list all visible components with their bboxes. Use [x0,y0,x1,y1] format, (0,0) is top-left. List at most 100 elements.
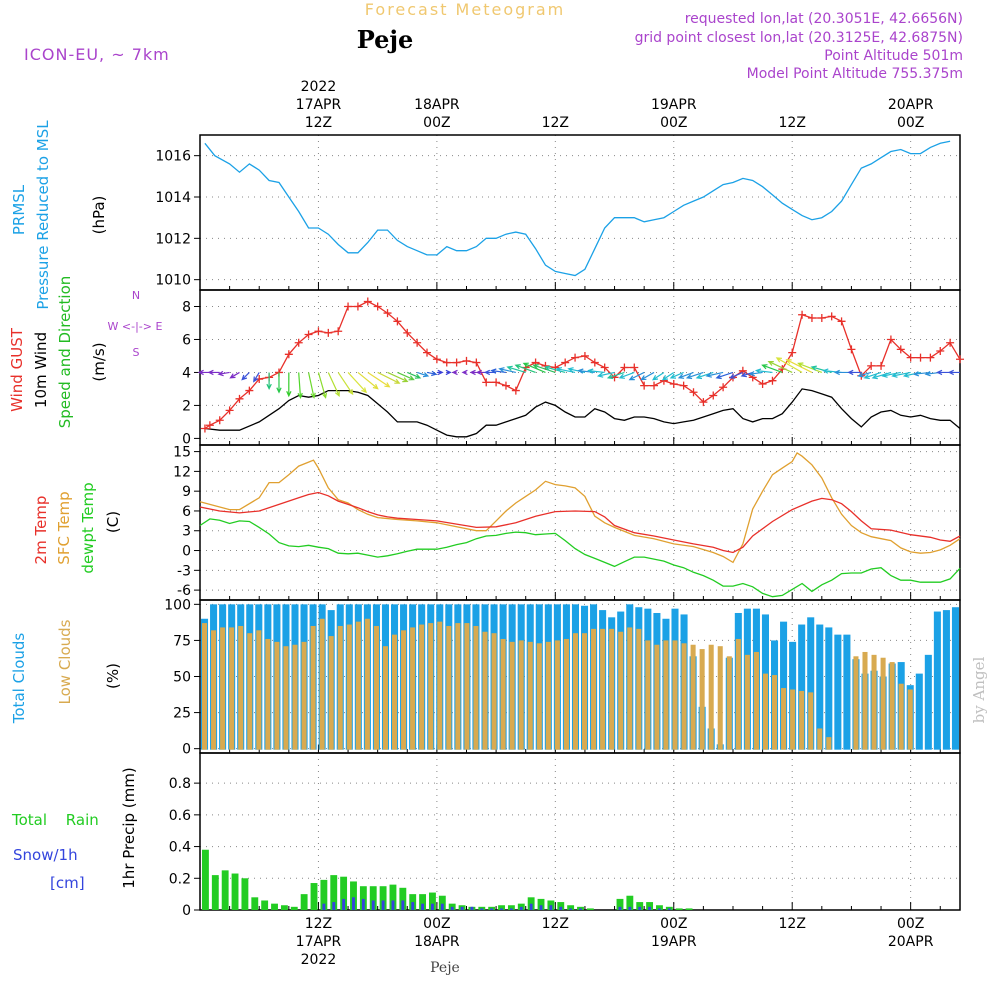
total-cloud-bar [942,610,950,750]
gust-marker [620,363,629,372]
wind-direction-arrow [266,372,272,390]
wind-direction-arrow [661,371,675,381]
wind-unit: (m/s) [90,342,108,381]
gust-marker [205,421,214,430]
wind-direction-arrow [947,369,961,376]
low-cloud-bar [310,625,316,750]
low-cloud-bar [346,624,352,750]
low-cloud-bar [699,649,705,750]
gust-marker [393,317,402,326]
compass-we: W <-|-> E [108,320,163,333]
low-cloud-bar [790,689,796,750]
compass-n: N [132,289,140,302]
rain-bar [507,905,515,910]
y-tick-label: 0.8 [169,776,191,792]
low-cloud-bar [582,633,588,750]
rain-bar [379,886,387,910]
wind-direction-arrow [297,372,303,399]
rain-label: Total Rain [11,811,99,829]
wind-direction-arrow [377,371,401,384]
low-cloud-bar [826,737,832,750]
gust-marker [719,383,728,392]
gust-marker [867,361,876,370]
wind-direction-arrow [490,368,507,374]
t2m-line [199,491,961,554]
wind-direction-arrow [761,364,783,374]
snow-bar [411,902,415,910]
snow-bar [628,906,632,910]
pressure-panel: 1010 1012 1014 1016 [155,134,961,291]
low-cloud-bar [482,631,488,750]
rain-bar [290,906,298,910]
wind-direction-arrow [677,371,694,379]
low-cloud-bar [554,640,560,750]
gust-marker [837,317,846,326]
rain-bar [202,849,209,910]
y-tick-label: 6 [182,332,191,348]
model-label: ICON-EU, ~ 7km [24,45,170,64]
top-time-label: 2022 [301,79,337,95]
low-cloud-bar [799,690,805,750]
low-cloud-bar [572,633,578,750]
low-cloud-bar [238,625,244,750]
rain-bar [330,875,338,910]
gust-marker [284,350,293,359]
pressure-line [204,140,951,277]
y-tick-label: 50 [173,670,191,686]
low-cloud-bar [735,638,741,750]
snow-bar [401,900,405,910]
snow-bar [490,908,494,910]
wind-direction-arrow [207,369,220,376]
rain-bar [280,905,288,910]
snow-bar [618,906,622,910]
rain-bar [685,908,693,910]
bottom-time-label: 00Z [660,916,687,932]
wind-panel: 0 2 4 6 8 [182,289,964,447]
rain-bar [211,875,219,910]
point-altitude: Point Altitude 501m [824,48,963,64]
top-time-label: 00Z [660,115,687,131]
wind-direction-arrow [317,372,328,399]
snow-bar [569,908,573,910]
gust-marker [956,355,964,364]
wind-direction-arrow [847,369,862,376]
total-cloud-bar [951,607,959,750]
rain-bar [221,870,229,910]
gust-marker [353,302,362,311]
low-cloud-bar [726,656,732,750]
wind-direction-arrow [587,368,605,374]
wind-direction-arrow [669,371,684,379]
gust-marker [472,358,481,367]
total-cloud-bar [924,654,932,750]
y-tick-label: 0.4 [169,840,191,856]
gust-marker [610,373,619,382]
rain-bar [586,908,594,910]
top-time-label: 17APR [296,97,342,113]
wind-direction-arrow [567,367,586,374]
total-cloud-bar [843,634,851,750]
y-tick-label: -6 [177,583,191,599]
wind-direction-arrow [416,371,430,378]
bottom-time-label: 17APR [296,934,342,950]
gust-marker [482,378,491,387]
rain-bar [616,898,624,910]
low-cloud-bar [428,623,434,750]
low-cloud-bar [681,643,687,750]
low-cloud-bar [419,624,425,750]
y-tick-label: 0 [182,431,191,447]
wind-direction-arrow [327,372,340,398]
low-cloud-bar [898,683,904,750]
bottom-time-label: 19APR [651,934,697,950]
low-cloud-bar [256,630,262,750]
rain-bar [231,873,239,910]
low-cloud-bar [518,640,524,750]
wind-direction-arrow [651,371,665,381]
wind-direction-arrow [241,372,250,381]
gust-marker [462,356,471,365]
top-time-label: 18APR [414,97,460,113]
wind-direction-arrow [522,362,546,374]
low-cloud-bar [762,673,768,750]
low-cloud-bar [545,641,551,750]
low-cloud-bar [373,625,379,750]
rain-bar [271,903,278,910]
